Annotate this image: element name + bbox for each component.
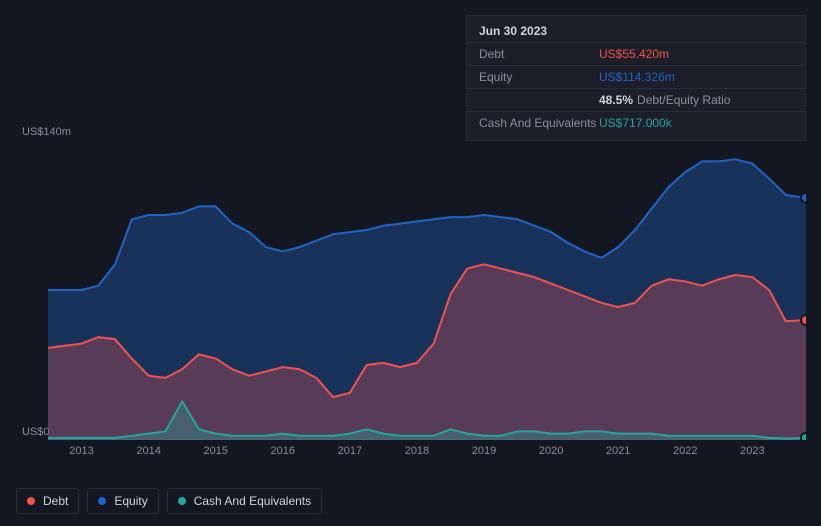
- tooltip-row-cash: Cash And Equivalents US$717.000k: [467, 112, 805, 134]
- legend-item-cash[interactable]: Cash And Equivalents: [167, 488, 322, 514]
- tooltip-label: Cash And Equivalents: [479, 114, 599, 132]
- plot-area[interactable]: [48, 140, 806, 440]
- tooltip-label: [479, 91, 599, 109]
- legend: Debt Equity Cash And Equivalents: [16, 488, 322, 514]
- legend-label: Equity: [114, 494, 147, 508]
- chart-svg: [48, 140, 806, 440]
- tooltip-value: US$717.000k: [599, 114, 793, 132]
- tooltip-row-debt: Debt US$55.420m: [467, 43, 805, 66]
- y-axis-label-max: US$140m: [22, 126, 71, 138]
- x-axis-tick: 2013: [69, 445, 93, 457]
- y-axis-label-min: US$0: [22, 426, 50, 438]
- legend-dot-icon: [178, 497, 186, 505]
- tooltip-date: Jun 30 2023: [467, 22, 805, 43]
- tooltip-label: Debt: [479, 45, 599, 63]
- x-axis-labels: 2013 2014 2015 2016 2017 2018 2019 2020 2021 2022…: [48, 445, 806, 465]
- x-axis-tick: 2020: [539, 445, 563, 457]
- chart-tooltip: Jun 30 2023 Debt US$55.420m Equity US$11…: [466, 15, 806, 141]
- tooltip-row-ratio: 48.5% Debt/Equity Ratio: [467, 89, 805, 112]
- tooltip-value: US$55.420m: [599, 45, 793, 63]
- ratio-label: Debt/Equity Ratio: [637, 93, 730, 107]
- x-axis-tick: 2023: [740, 445, 764, 457]
- x-axis-tick: 2021: [606, 445, 630, 457]
- tooltip-row-equity: Equity US$114.326m: [467, 66, 805, 89]
- tooltip-value: US$114.326m: [599, 68, 793, 86]
- legend-label: Debt: [43, 494, 68, 508]
- chart-container: US$140m US$0 201320142015201620172018201…: [16, 120, 806, 470]
- x-axis-tick: 2014: [136, 445, 160, 457]
- x-axis-tick: 2017: [338, 445, 362, 457]
- ratio-value: 48.5%: [599, 93, 633, 107]
- x-axis-tick: 2022: [673, 445, 697, 457]
- x-axis-tick: 2018: [405, 445, 429, 457]
- legend-item-debt[interactable]: Debt: [16, 488, 79, 514]
- tooltip-label: Equity: [479, 68, 599, 86]
- x-axis-tick: 2019: [472, 445, 496, 457]
- legend-dot-icon: [98, 497, 106, 505]
- tooltip-value: 48.5% Debt/Equity Ratio: [599, 91, 793, 109]
- legend-dot-icon: [27, 497, 35, 505]
- legend-item-equity[interactable]: Equity: [87, 488, 158, 514]
- x-axis-tick: 2015: [203, 445, 227, 457]
- legend-label: Cash And Equivalents: [194, 494, 311, 508]
- x-axis-tick: 2016: [271, 445, 295, 457]
